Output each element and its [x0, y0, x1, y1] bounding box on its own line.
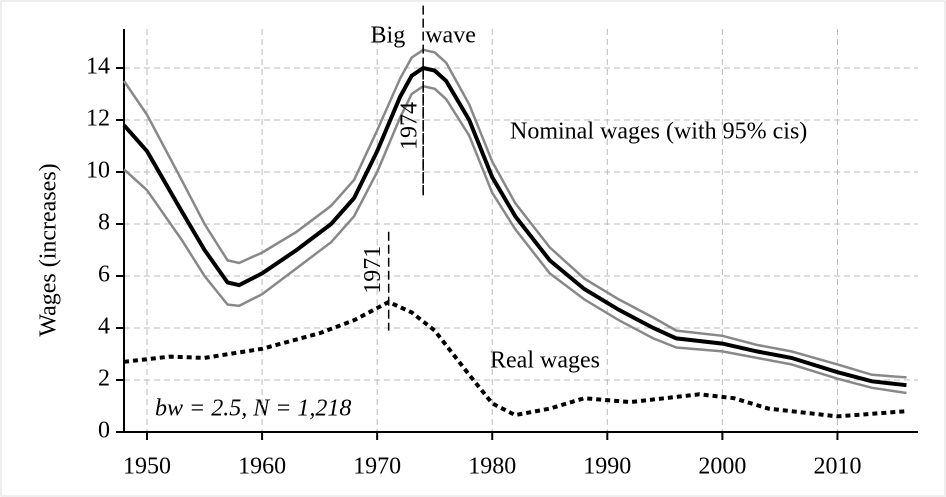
y-tick-label: 14	[86, 54, 110, 80]
y-tick-label: 2	[98, 366, 110, 392]
series-line	[122, 48, 907, 379]
legend-real: Real wages	[490, 348, 600, 374]
series-line	[123, 84, 907, 395]
x-tick-label: 2000	[698, 454, 746, 480]
y-axis-label: Wages (increases)	[36, 163, 62, 336]
y-tick-label: 12	[86, 106, 110, 132]
series-line	[123, 299, 907, 419]
x-tick-label: 2010	[813, 454, 861, 480]
y-tick-label: 10	[86, 158, 110, 184]
x-tick-label: 1990	[583, 454, 631, 480]
x-tick-label: 1970	[353, 454, 401, 480]
legend-nominal: Nominal wages (with 95% cis)	[510, 119, 807, 145]
y-tick-label: 8	[98, 210, 110, 236]
y-tick-label: 6	[98, 262, 110, 288]
annotation-text: 1971	[360, 246, 386, 294]
annotation-text: 1974	[397, 102, 423, 150]
annotation-text: Big wave	[371, 23, 476, 49]
x-tick-label: 1950	[123, 454, 171, 480]
y-tick-label: 4	[98, 314, 110, 340]
y-tick-label: 0	[98, 418, 110, 444]
series-line	[122, 65, 907, 388]
x-tick-label: 1960	[238, 454, 286, 480]
x-tick-label: 1980	[468, 454, 516, 480]
note: bw = 2.5, N = 1,218	[155, 396, 351, 422]
